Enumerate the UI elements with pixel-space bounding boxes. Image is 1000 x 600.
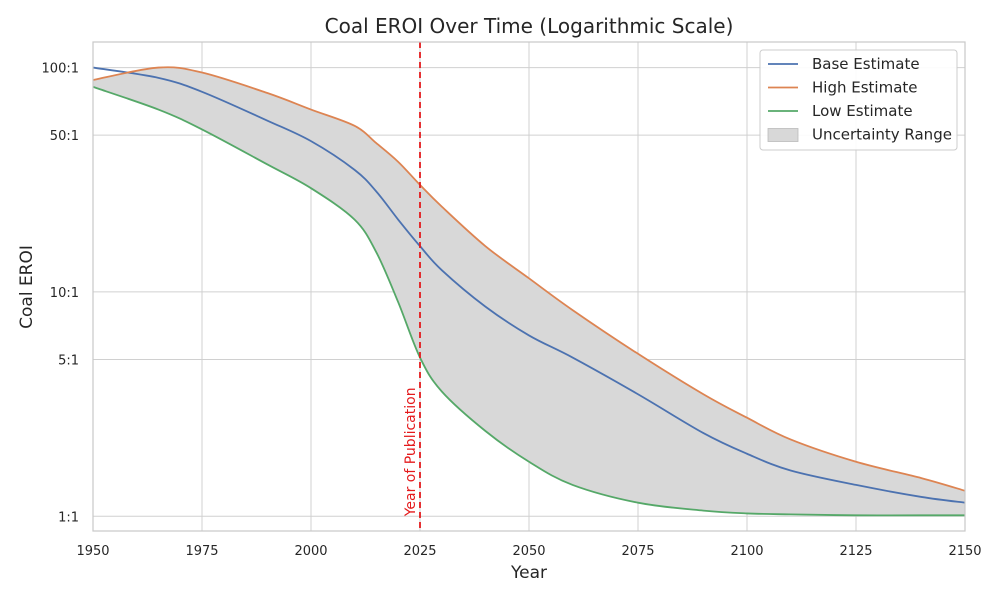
series-line-high-estimate bbox=[92, 66, 966, 492]
x-tick-label: 1950 bbox=[76, 544, 109, 559]
plot-frame bbox=[92, 41, 966, 532]
legend-label: High Estimate bbox=[812, 79, 918, 97]
x-tick-label: 2075 bbox=[621, 544, 654, 559]
x-tick-label: 2050 bbox=[512, 544, 545, 559]
series-lines bbox=[92, 66, 966, 517]
legend-label: Low Estimate bbox=[812, 102, 913, 120]
legend-label: Base Estimate bbox=[812, 55, 920, 73]
uncertainty-band-layer bbox=[93, 67, 965, 516]
x-axis-label: Year bbox=[510, 563, 547, 583]
legend-box bbox=[759, 49, 958, 151]
y-tick-label: 50:1 bbox=[50, 129, 79, 144]
x-tick-label: 2000 bbox=[294, 544, 327, 559]
x-tick-label: 2100 bbox=[730, 544, 763, 559]
x-tick-labels: 1950 1975 2000 2025 2050 2075 2100 2125 2150 bbox=[76, 544, 981, 559]
x-tick-label: 2125 bbox=[839, 544, 872, 559]
legend-swatch bbox=[767, 128, 799, 142]
x-tick-label: 2025 bbox=[403, 544, 436, 559]
y-axis-label: Coal EROI bbox=[17, 245, 37, 329]
x-tick-label: 2150 bbox=[948, 544, 981, 559]
y-tick-label: 1:1 bbox=[58, 510, 79, 525]
y-tick-label: 100:1 bbox=[42, 62, 79, 77]
uncertainty-band bbox=[93, 67, 965, 516]
y-tick-label: 10:1 bbox=[50, 286, 79, 301]
legend-label: Uncertainty Range bbox=[812, 126, 952, 144]
publication-year-label: Year of Publication bbox=[403, 387, 419, 517]
y-tick-labels: 1:1 5:1 10:1 50:1 100:1 bbox=[42, 62, 79, 526]
legend: Base Estimate High Estimate Low Estimate Un… bbox=[759, 49, 958, 151]
series-line-low-estimate bbox=[92, 86, 965, 517]
chart-title: Coal EROI Over Time (Logarithmic Scale) bbox=[325, 14, 734, 38]
y-tick-label: 5:1 bbox=[58, 353, 79, 368]
annotation-layer: Year of Publication bbox=[403, 42, 421, 531]
series-line-base-estimate bbox=[92, 66, 966, 504]
x-tick-label: 1975 bbox=[185, 544, 218, 559]
